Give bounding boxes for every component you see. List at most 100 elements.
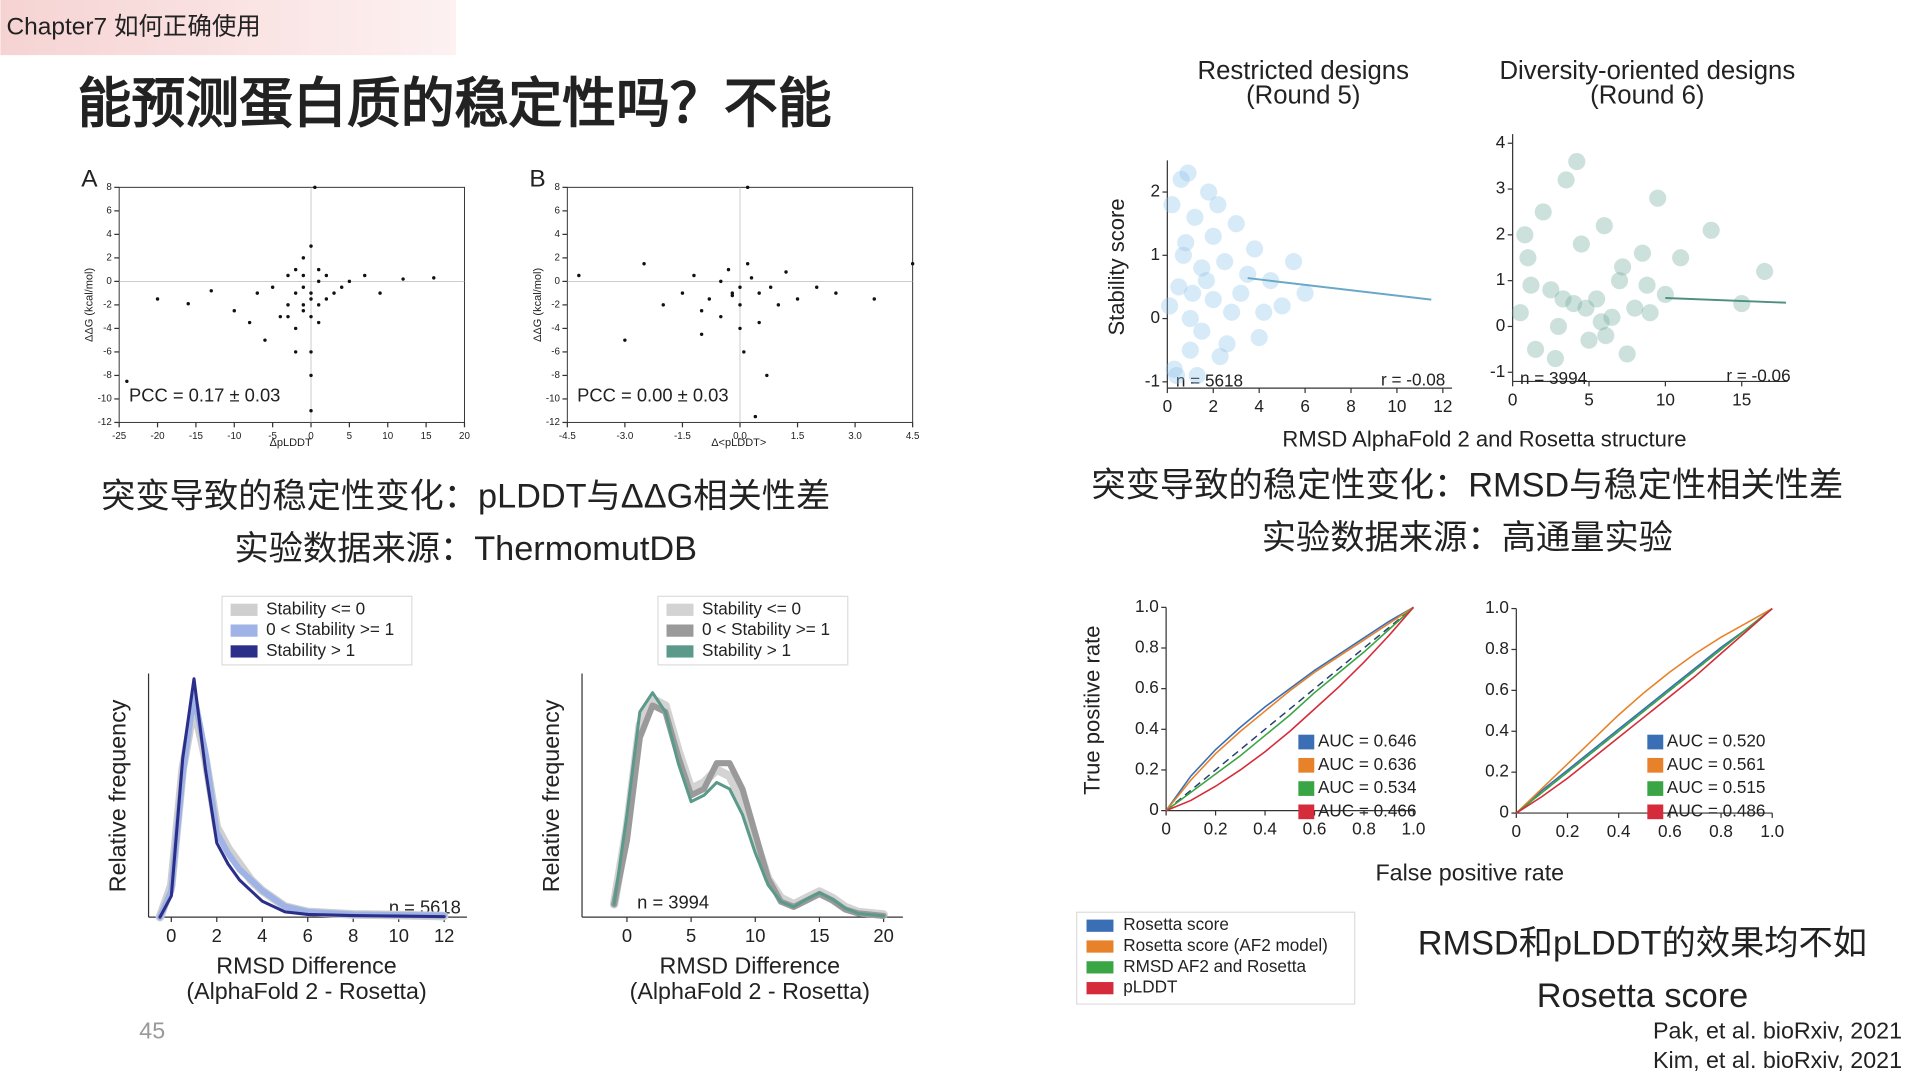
y-tick-label: 2	[555, 252, 560, 263]
legend-label: 0 < Stability >= 1	[702, 619, 830, 639]
legend-swatch	[1086, 919, 1114, 932]
point	[738, 303, 742, 307]
y-tick-label: -12	[546, 417, 560, 428]
point	[1603, 308, 1621, 326]
point	[347, 279, 352, 284]
point	[1656, 285, 1674, 303]
x-tick-label: 0.6	[1658, 821, 1682, 841]
legend-label: RMSD AF2 and Rosetta	[1123, 956, 1306, 976]
y-axis-label: Relative frequency	[104, 699, 130, 892]
x-axis-label: RMSD AlphaFold 2 and Rosetta structure	[1282, 427, 1686, 452]
citation: Kim, et al. bioRxiv, 2021	[1653, 1047, 1902, 1073]
y-axis-label: ΔΔG (kcal/mol)	[84, 268, 96, 342]
y-tick-label: 8	[106, 182, 112, 193]
x-axis-label: (AlphaFold 2 - Rosetta)	[186, 978, 426, 1004]
x-tick-label: -25	[112, 431, 127, 442]
point	[286, 303, 290, 307]
roc-curve	[1515, 607, 1773, 814]
point	[730, 293, 735, 298]
y-tick-label: 4	[106, 229, 112, 240]
point	[155, 297, 160, 301]
point	[1161, 297, 1179, 315]
point	[255, 291, 260, 295]
y-tick-label: 1.0	[1135, 596, 1159, 616]
point	[680, 291, 685, 295]
point	[1588, 290, 1606, 308]
y-tick-label: -8	[551, 370, 560, 381]
y-tick-label: -8	[103, 370, 112, 381]
point	[699, 309, 704, 313]
x-tick-label: 8	[348, 925, 358, 946]
point	[910, 262, 915, 266]
trend-line	[1247, 277, 1432, 301]
point	[1641, 304, 1659, 322]
diagonal	[1165, 606, 1414, 812]
y-tick-label: -1	[1490, 361, 1505, 381]
point	[324, 273, 329, 278]
auc-label: AUC = 0.515	[1667, 777, 1766, 797]
roc-curve	[1515, 607, 1773, 814]
point	[1516, 226, 1534, 244]
y-tick-label: 2	[1496, 223, 1506, 243]
point	[1197, 272, 1215, 290]
caption: 突变导致的稳定性变化：RMSD与稳定性相关性差	[1091, 466, 1843, 504]
y-axis-label: Relative frequency	[538, 699, 564, 892]
auc-label: AUC = 0.561	[1667, 754, 1766, 774]
x-tick-label: -10	[227, 431, 242, 442]
point	[1702, 221, 1720, 239]
y-tick-label: -4	[103, 323, 112, 334]
legend-label: Stability > 1	[266, 640, 355, 660]
point	[719, 279, 723, 284]
point	[1211, 347, 1229, 366]
x-tick-label: -4.5	[559, 431, 576, 442]
legend-label: Stability <= 0	[266, 598, 365, 618]
point	[286, 273, 290, 278]
annotation: PCC = 0.00 ± 0.03	[577, 385, 728, 406]
y-axis-label: Stability score	[1104, 198, 1129, 335]
y-tick-label: -2	[103, 299, 112, 310]
point	[1246, 240, 1264, 258]
caption: 突变导致的稳定性变化：pLDDT与ΔΔG相关性差	[101, 477, 830, 515]
x-tick-label: 0	[308, 431, 314, 442]
auc-label: AUC = 0.646	[1318, 731, 1417, 751]
point	[1638, 276, 1656, 294]
point	[1174, 246, 1192, 264]
point	[1626, 299, 1644, 317]
point	[1186, 208, 1204, 226]
x-tick-label: 10	[1387, 396, 1406, 416]
density-line	[158, 677, 446, 919]
x-tick-label: 5	[347, 431, 353, 442]
x-tick-label: 10	[1656, 389, 1675, 409]
y-tick-label: 1.0	[1485, 597, 1509, 617]
auc-swatch	[1647, 757, 1664, 773]
conclusion: RMSD和pLDDT的效果均不如	[1418, 924, 1867, 962]
point	[1511, 304, 1529, 322]
point	[872, 297, 876, 301]
y-tick-label: -12	[98, 417, 112, 428]
x-tick-label: 4	[257, 925, 267, 946]
point	[293, 291, 298, 295]
roc-legend-box	[1076, 911, 1356, 1005]
x-tick-label: 2	[1208, 396, 1218, 416]
legend-swatch	[1086, 940, 1114, 953]
point	[316, 267, 321, 272]
point	[726, 267, 731, 272]
x-tick-label: 10	[745, 925, 765, 946]
point	[309, 373, 313, 378]
point	[623, 338, 627, 342]
y-tick-label: 0.6	[1485, 679, 1509, 699]
point	[186, 302, 190, 306]
point	[1610, 272, 1629, 290]
point	[1232, 284, 1250, 302]
x-tick-label: 5	[1584, 389, 1594, 409]
point	[1296, 284, 1314, 302]
point	[1239, 265, 1257, 283]
y-axis-label: True positive rate	[1080, 626, 1105, 795]
point	[1618, 345, 1636, 363]
auc-label: AUC = 0.520	[1667, 731, 1766, 751]
point	[815, 285, 819, 289]
point	[738, 326, 742, 331]
y-tick-label: 4	[555, 229, 561, 240]
x-axis-label: False positive rate	[1375, 859, 1564, 885]
